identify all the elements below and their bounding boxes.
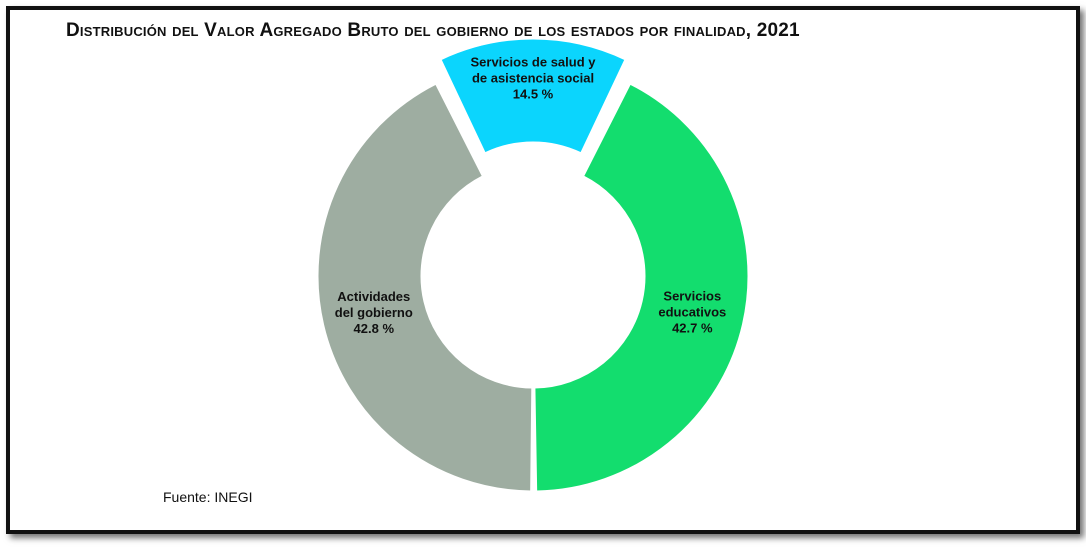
slice-label-servicios-educativos: Servicios: [663, 289, 721, 304]
slice-label-servicios-educativos: educativos: [658, 305, 726, 320]
slice-label-actividades-del-gobierno: del gobierno: [335, 305, 413, 320]
slice-group: [317, 38, 749, 492]
slice-label-servicios-de-salud-y-de-asistencia-social: Servicios de salud y: [470, 55, 596, 70]
data-label-actividades-del-gobierno: 42.8 %: [354, 321, 395, 336]
data-label-servicios-educativos: 42.7 %: [672, 321, 713, 336]
slice-servicios-educativos: [534, 83, 749, 492]
source-note: Fuente: INEGI: [163, 489, 253, 505]
chart-title: Distribución del Valor Agregado Bruto de…: [66, 20, 800, 41]
slice-servicios-de-salud-y-de-asistencia-social: [440, 38, 626, 154]
slice-label-servicios-de-salud-y-de-asistencia-social: de asistencia social: [472, 71, 594, 86]
slice-label-actividades-del-gobierno: Actividades: [337, 289, 410, 304]
slice-actividades-del-gobierno: [317, 83, 533, 492]
data-label-servicios-de-salud-y-de-asistencia-social: 14.5 %: [513, 87, 554, 102]
